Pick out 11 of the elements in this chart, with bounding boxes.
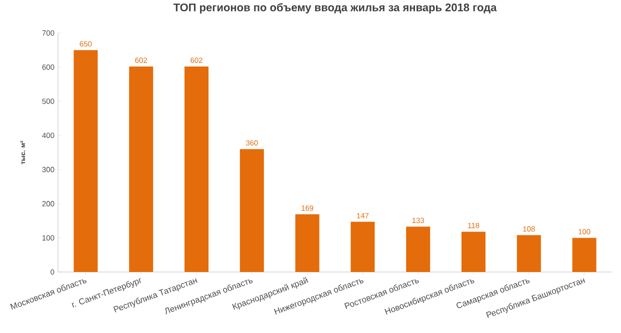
bar bbox=[295, 214, 320, 272]
bar bbox=[240, 149, 264, 272]
bar bbox=[350, 222, 375, 272]
bar bbox=[184, 66, 209, 272]
bar bbox=[462, 232, 486, 272]
bar bbox=[516, 235, 541, 272]
bar bbox=[572, 238, 596, 272]
bar bbox=[406, 226, 430, 272]
bar bbox=[74, 50, 98, 272]
bar bbox=[129, 66, 154, 272]
chart-title: ТОП регионов по объему ввода жилья за январь 2018 года bbox=[173, 3, 497, 14]
